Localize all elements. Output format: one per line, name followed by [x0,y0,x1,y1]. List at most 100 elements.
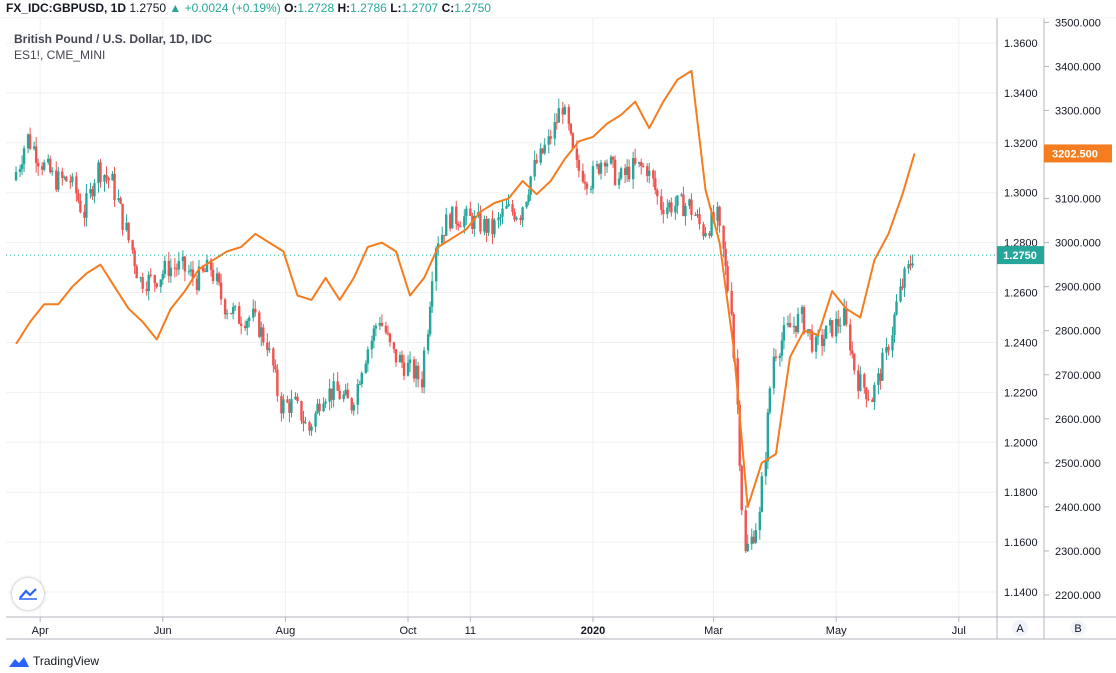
candle-body [511,204,514,212]
y-right-tick-label: 2800.000 [1055,326,1101,338]
candle-body [28,134,32,149]
candle-body [899,286,902,302]
legend-overlay-series[interactable]: ES1!, CME_MINI [14,48,106,62]
last-price: 1.2750 [129,1,167,15]
candle-body [398,354,402,363]
candle-body [497,217,500,221]
candle-body [597,164,601,174]
candle-body [260,327,263,337]
candle-body [778,355,782,359]
y-left-tick-label: 1.3000 [1004,188,1038,200]
candle-body [696,214,699,216]
candle-body [549,136,552,139]
candle-body [736,358,739,405]
legend-main-series[interactable]: British Pound / U.S. Dollar, 1D, IDC [14,32,213,46]
candle-body [111,173,114,181]
y-left-tick-label: 1.2000 [1004,437,1038,449]
candle-body [487,218,490,233]
candle-body [272,348,275,366]
candle-body [246,320,249,329]
candle-body [473,215,476,229]
candle-body [786,323,790,326]
candle-body [543,144,546,154]
candle-body [814,336,818,352]
candle-body [764,461,768,477]
tradingview-icon [9,656,29,667]
candle-body [322,403,325,412]
candle-body [36,162,40,167]
footer-brand[interactable]: TradingView [8,654,99,668]
ohlc-header: FX_IDC:GBPUSD, 1D 1.2750 ▲ +0.0024 (+0.1… [6,1,491,15]
candle-body [708,233,711,236]
y-right-tick-label: 3400.000 [1055,61,1101,73]
candle-body [704,233,707,237]
open-value: 1.2728 [297,1,335,15]
candle-body [567,106,571,124]
candle-body [808,329,812,332]
candle-body [680,194,683,196]
candle-body [203,271,207,273]
candle-body [660,196,663,210]
high-label: H: [337,1,351,15]
candle-body [244,325,247,329]
candle-body [177,261,181,270]
candle-body [14,171,18,181]
candle-body [34,146,38,163]
candle-body [463,216,466,227]
candle-body [252,308,255,318]
candle-body [611,156,615,160]
y-right-tick-label: 2200.000 [1055,590,1101,602]
candle-body [887,346,890,351]
candle-body [205,259,209,272]
candle-body [422,350,426,388]
candle-body [718,206,721,226]
candle-body [219,282,223,300]
candle-body [26,134,30,149]
candle-body [119,198,122,204]
candle-body [103,175,106,182]
candle-body [181,256,185,262]
candle-body [294,396,297,400]
candle-body [161,273,164,280]
y-left-tick-label: 1.2200 [1004,387,1038,399]
candle-body [457,223,460,227]
candle-body [40,166,44,170]
candle-body [828,320,832,326]
candle-body [223,299,227,315]
candle-body [750,536,753,544]
candle-body [507,204,510,206]
candle-body [237,306,241,324]
candle-body [646,166,649,176]
candle-body [332,381,335,400]
candle-body [131,240,134,251]
cloud-icon [19,588,37,600]
candle-body [792,325,796,328]
candle-body [366,349,370,364]
axis-button-a[interactable] [1012,620,1028,636]
y-left-tick-label: 1.3600 [1004,38,1038,50]
candle-body [163,260,167,274]
candle-body [839,325,842,327]
candle-body [169,267,173,277]
candle-body [344,389,347,395]
candle-body [420,379,424,388]
tradingview-logo-button[interactable] [12,578,44,610]
candle-body [324,401,327,404]
candle-body [836,318,840,326]
candle-body [449,214,452,229]
candle-body [465,208,468,217]
candle-body [356,384,359,405]
candle-body [627,166,631,180]
candle-body [740,465,743,511]
y-right-tick-label: 3300.000 [1055,105,1101,117]
candle-body [845,308,848,325]
candle-body [426,334,430,351]
candle-body [547,136,550,145]
axis-button-b[interactable] [1070,620,1086,636]
y-right-tick-label: 3100.000 [1055,194,1101,206]
y-right-tick-label: 2600.000 [1055,414,1101,426]
candle-body [760,476,764,512]
candle-body [599,162,603,174]
candle-body [167,260,171,277]
